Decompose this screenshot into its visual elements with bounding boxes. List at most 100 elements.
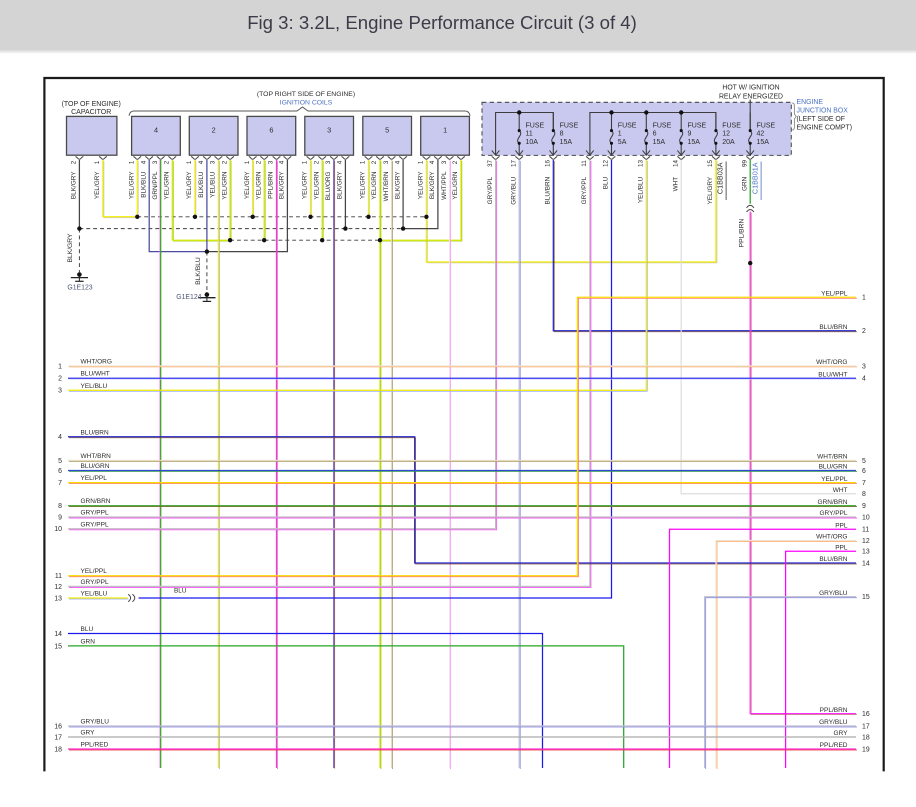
svg-text:GRY: GRY <box>81 730 96 737</box>
svg-text:YEL/BLU: YEL/BLU <box>210 171 217 198</box>
svg-text:BLU/GRN: BLU/GRN <box>81 463 110 470</box>
svg-text:10: 10 <box>54 526 62 533</box>
svg-text:YEL/GRN: YEL/GRN <box>164 171 171 199</box>
svg-text:1: 1 <box>302 160 309 164</box>
svg-text:20A: 20A <box>722 139 735 146</box>
svg-text:2: 2 <box>212 126 216 135</box>
svg-text:YEL/BLU: YEL/BLU <box>81 591 108 598</box>
svg-text:17: 17 <box>862 723 870 730</box>
svg-text:FUSE: FUSE <box>560 123 579 130</box>
svg-text:(LEFT SIDE OF: (LEFT SIDE OF <box>797 116 846 123</box>
svg-text:5: 5 <box>58 458 62 465</box>
svg-text:GRY/PPL: GRY/PPL <box>487 176 494 204</box>
svg-text:15: 15 <box>707 160 714 168</box>
svg-text:3: 3 <box>383 160 390 164</box>
svg-text:8: 8 <box>560 131 564 138</box>
svg-text:BLU/BRN: BLU/BRN <box>81 429 109 436</box>
svg-text:WHT/BRN: WHT/BRN <box>81 453 112 460</box>
svg-text:C1BB01A: C1BB01A <box>751 162 760 194</box>
svg-text:2: 2 <box>452 160 459 164</box>
svg-text:14: 14 <box>54 631 62 638</box>
svg-text:4: 4 <box>429 160 436 164</box>
svg-text:5: 5 <box>385 126 389 135</box>
svg-text:WHT: WHT <box>672 177 679 192</box>
svg-text:GRY/BLU: GRY/BLU <box>819 719 848 726</box>
svg-text:GRY/BLU: GRY/BLU <box>510 176 517 204</box>
svg-text:RELAY ENERGIZED: RELAY ENERGIZED <box>719 94 783 101</box>
svg-text:PPL/BRN: PPL/BRN <box>820 707 848 714</box>
svg-text:YEL/GRY: YEL/GRY <box>244 171 251 199</box>
svg-text:YEL/GRY: YEL/GRY <box>360 171 367 199</box>
svg-text:17: 17 <box>510 160 517 168</box>
svg-text:(TOP RIGHT SIDE OF ENGINE): (TOP RIGHT SIDE OF ENGINE) <box>257 91 355 98</box>
svg-text:JUNCTION BOX: JUNCTION BOX <box>797 108 849 115</box>
svg-text:11: 11 <box>526 131 533 138</box>
svg-text:3: 3 <box>268 160 275 164</box>
svg-text:GRY: GRY <box>834 730 849 737</box>
svg-text:16: 16 <box>862 711 870 718</box>
svg-text:15A: 15A <box>653 139 666 146</box>
svg-text:YEL/GRN: YEL/GRN <box>313 171 320 199</box>
svg-text:FUSE: FUSE <box>688 123 707 130</box>
svg-text:GRY/PPL: GRY/PPL <box>81 579 109 586</box>
svg-text:4: 4 <box>862 376 866 383</box>
svg-text:PPL/BRN: PPL/BRN <box>738 219 745 248</box>
svg-text:4: 4 <box>58 434 62 441</box>
svg-text:BLK/GRY: BLK/GRY <box>429 171 436 199</box>
svg-text:6: 6 <box>653 131 657 138</box>
svg-text:9: 9 <box>688 131 692 138</box>
svg-text:5A: 5A <box>618 139 627 146</box>
svg-text:G1E124: G1E124 <box>176 294 201 301</box>
svg-text:BLU: BLU <box>81 626 94 633</box>
svg-text:13: 13 <box>862 549 870 556</box>
svg-text:15: 15 <box>862 594 870 601</box>
svg-text:1: 1 <box>186 160 193 164</box>
svg-text:BLK/BLU: BLK/BLU <box>140 171 147 198</box>
svg-text:12: 12 <box>862 538 870 545</box>
svg-text:BLK/GRY: BLK/GRY <box>67 233 74 262</box>
svg-text:2: 2 <box>58 376 62 383</box>
svg-text:2: 2 <box>371 160 378 164</box>
svg-text:BLK/GRY: BLK/GRY <box>71 171 78 199</box>
svg-text:14: 14 <box>672 160 679 168</box>
svg-text:YEL/GRY: YEL/GRY <box>94 171 101 199</box>
svg-text:42: 42 <box>757 131 765 138</box>
svg-text:1: 1 <box>129 160 136 164</box>
svg-text:2: 2 <box>221 160 228 164</box>
svg-text:7: 7 <box>862 480 866 487</box>
svg-text:15A: 15A <box>560 139 573 146</box>
svg-text:YEL/GRY: YEL/GRY <box>707 176 714 204</box>
svg-text:1: 1 <box>94 160 101 164</box>
svg-text:1: 1 <box>443 126 447 135</box>
svg-text:GRY/PPL: GRY/PPL <box>581 176 588 204</box>
svg-text:7: 7 <box>58 480 62 487</box>
svg-text:13: 13 <box>638 160 645 168</box>
svg-text:37: 37 <box>487 160 494 168</box>
svg-text:3: 3 <box>327 126 331 135</box>
svg-text:8: 8 <box>862 491 866 498</box>
svg-text:4: 4 <box>337 160 344 164</box>
svg-text:12: 12 <box>54 584 62 591</box>
svg-text:YEL/PPL: YEL/PPL <box>821 476 848 483</box>
svg-text:11: 11 <box>55 573 62 580</box>
svg-text:Fig 3: 3.2L, Engine Performanc: Fig 3: 3.2L, Engine Performance Circuit … <box>247 12 637 33</box>
svg-text:BLU: BLU <box>603 176 610 189</box>
svg-text:GRN: GRN <box>741 176 748 191</box>
svg-text:PPL/RED: PPL/RED <box>820 742 848 749</box>
svg-text:YEL/BLU: YEL/BLU <box>81 383 108 390</box>
svg-text:1: 1 <box>862 295 866 302</box>
svg-text:4: 4 <box>198 160 205 164</box>
svg-text:1: 1 <box>360 160 367 164</box>
svg-text:FUSE: FUSE <box>757 123 776 130</box>
svg-text:1: 1 <box>618 131 622 138</box>
svg-text:ENGINE: ENGINE <box>797 99 824 106</box>
svg-text:18: 18 <box>862 734 870 741</box>
svg-text:WHT/ORG: WHT/ORG <box>816 359 847 366</box>
svg-text:CAPACITOR: CAPACITOR <box>71 109 111 116</box>
svg-text:BLU/BRN: BLU/BRN <box>545 176 552 204</box>
svg-text:WHT: WHT <box>833 487 848 494</box>
svg-text:14: 14 <box>862 560 870 567</box>
svg-text:BLU/BRN: BLU/BRN <box>819 556 847 563</box>
svg-text:GRY/PPL: GRY/PPL <box>81 521 109 528</box>
svg-text:ENGINE COMPT): ENGINE COMPT) <box>797 125 853 132</box>
